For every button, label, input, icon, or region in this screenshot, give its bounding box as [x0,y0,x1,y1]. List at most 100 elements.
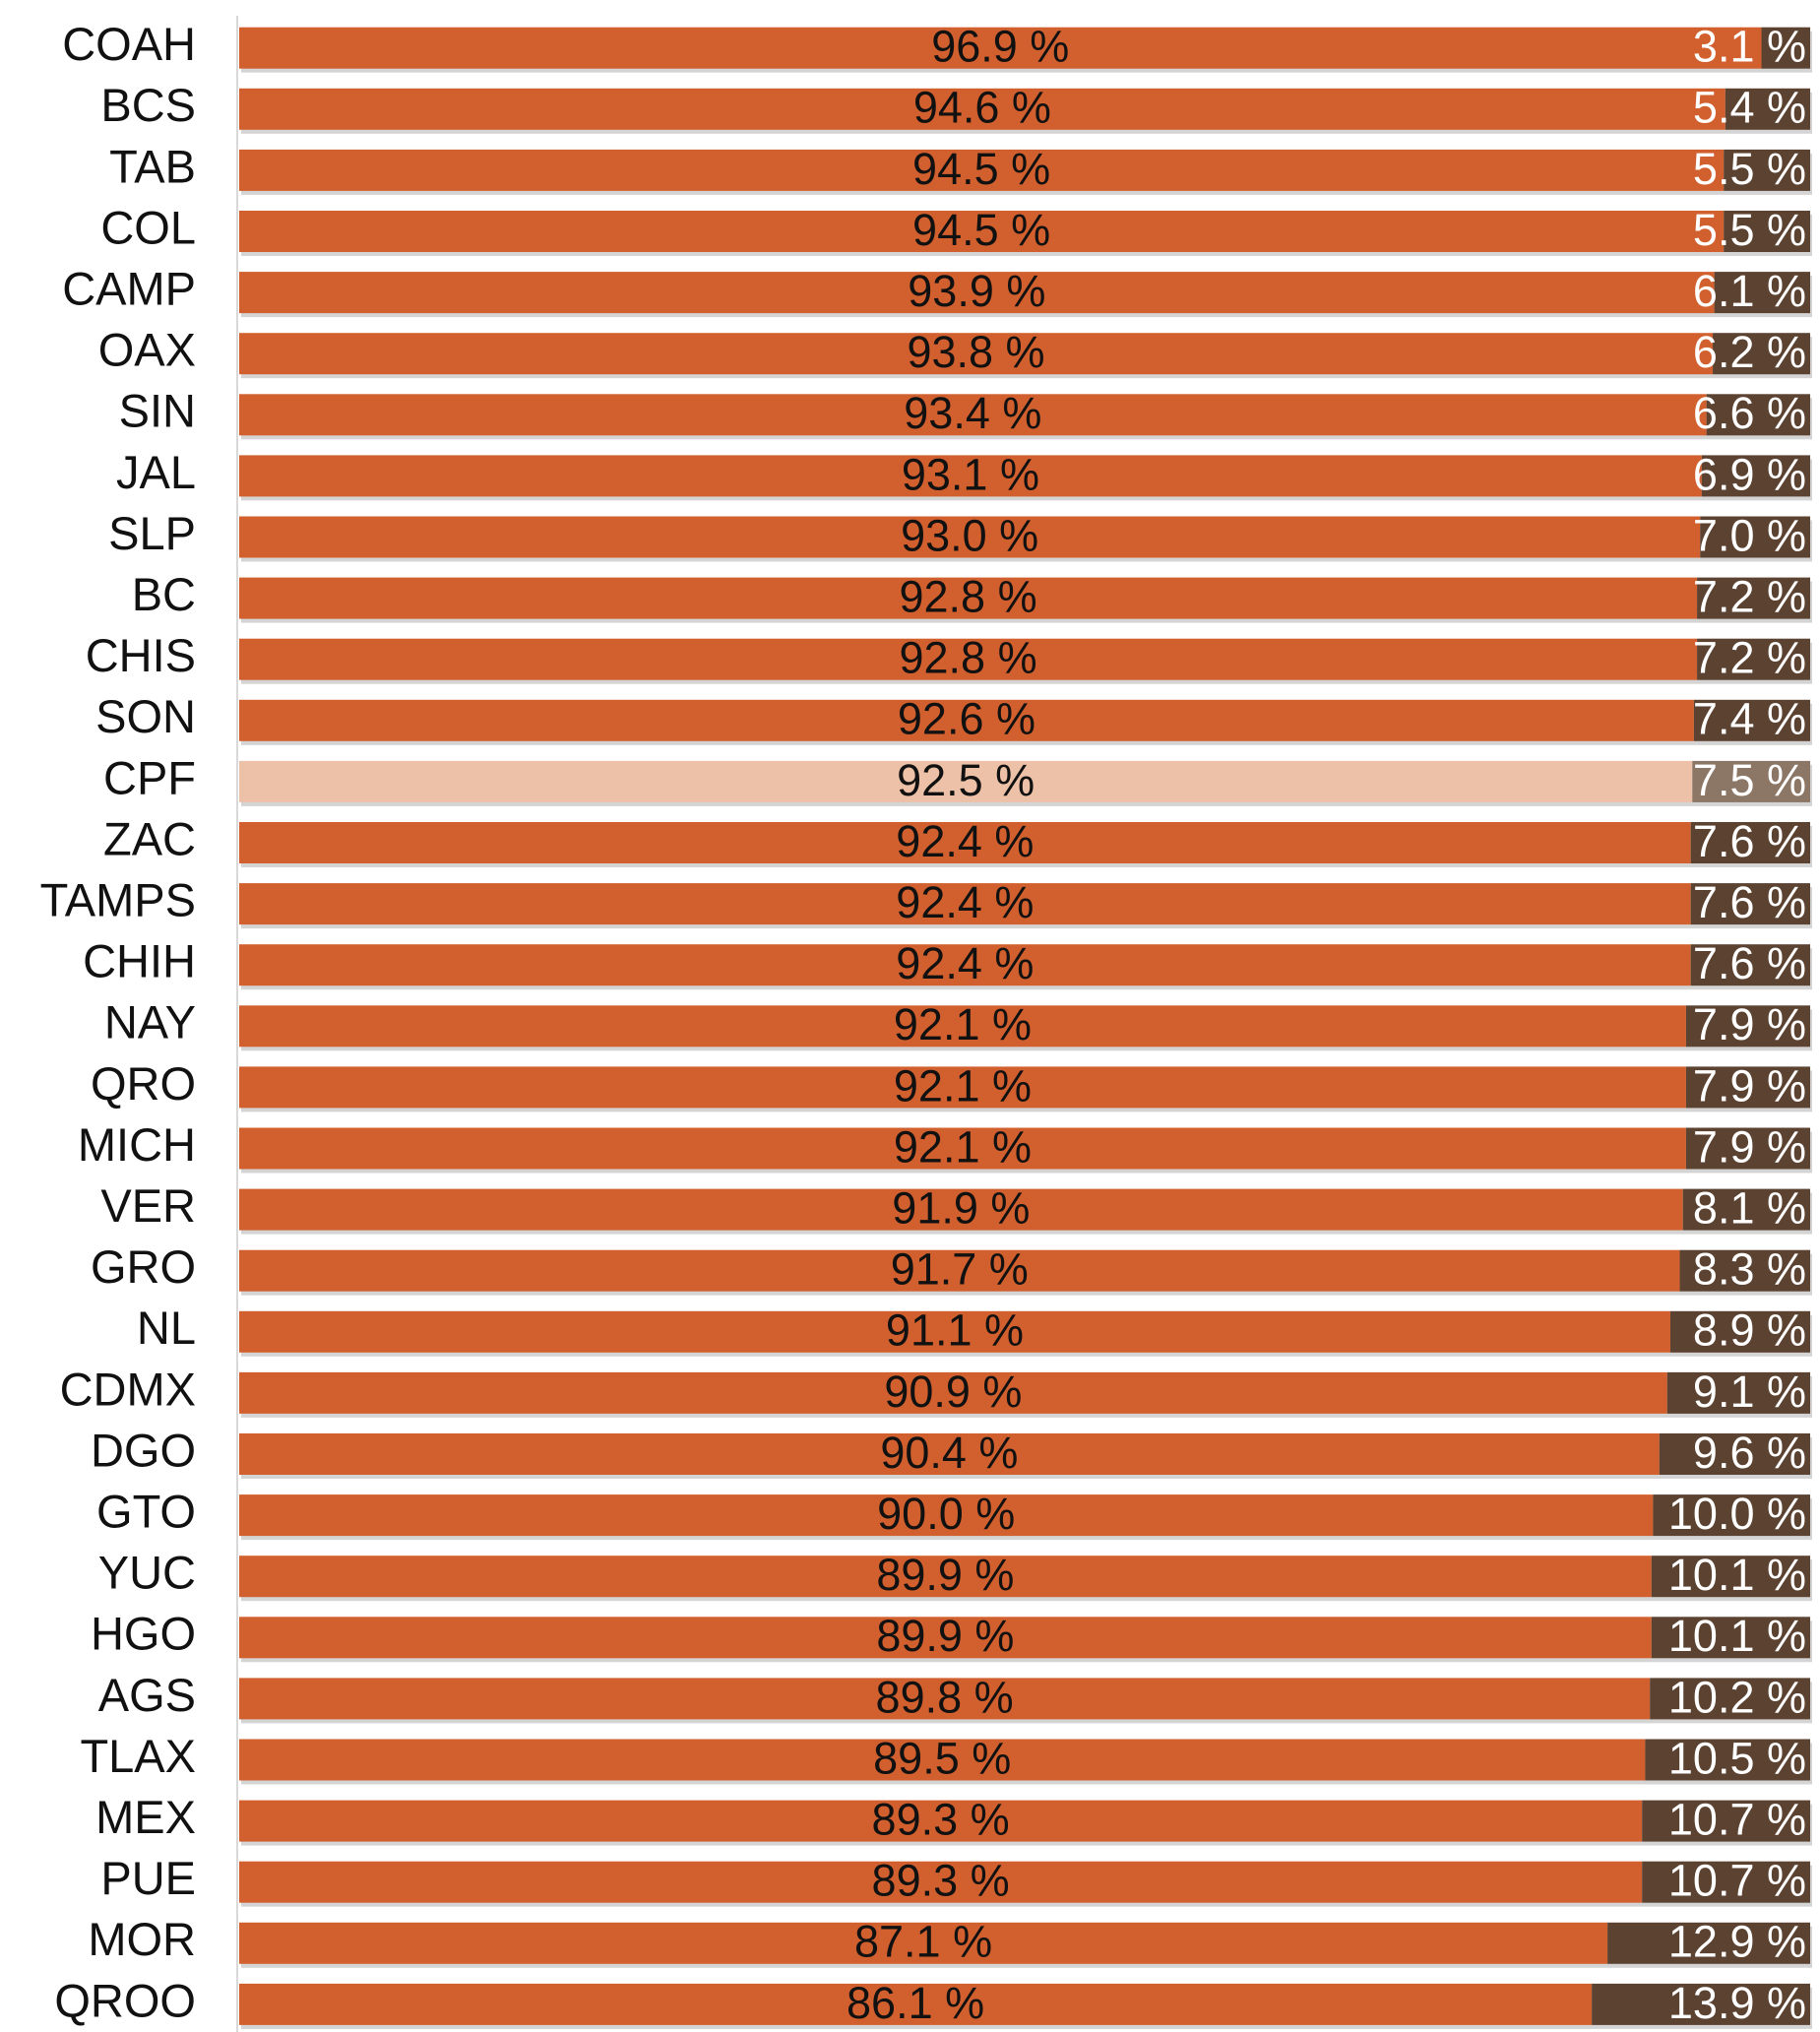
category-label: SLP [108,507,196,559]
bar-segment [239,699,1694,741]
value-label: 8.3 % [1693,1244,1806,1295]
bar-segment [1642,1800,1810,1842]
value-label: 8.9 % [1693,1305,1806,1356]
value-label: 92.8 % [899,633,1036,683]
bar-segment [239,638,1698,680]
value-label: 90.0 % [877,1489,1015,1539]
value-label: 92.1 % [894,1060,1032,1111]
category-label: SIN [119,385,196,437]
bar-segment [1645,1739,1810,1781]
category-label: JAL [116,446,196,498]
category-label: CPF [103,751,196,803]
value-label: 94.5 % [912,205,1050,255]
bar-segment [1592,1983,1810,2025]
category-label: QRO [91,1057,196,1110]
category-label: CHIS [86,629,196,681]
value-label: 92.1 % [894,999,1032,1049]
bar-segment [1642,1861,1810,1903]
value-label: 12.9 % [1668,1917,1806,1967]
bar-segment [1713,333,1810,375]
value-label: 87.1 % [854,1917,992,1967]
bar-segment [239,1739,1646,1781]
value-label: 3.1 % [1693,22,1806,72]
value-label: 92.8 % [899,571,1036,621]
bar-segment [239,1983,1593,2025]
bar-segment [1724,211,1810,252]
bar-segment [1653,1494,1810,1537]
category-label: TAB [109,140,196,192]
category-label: COAH [62,18,196,70]
bar-segment [1725,88,1810,130]
value-label: 96.9 % [931,22,1069,72]
bar-segment [239,883,1691,925]
category-label: MEX [95,1791,196,1843]
category-label: MOR [88,1913,196,1965]
value-label: 94.6 % [913,83,1051,133]
bar-segment [1690,883,1810,925]
category-label: TAMPS [40,874,196,926]
value-label: 5.5 % [1693,205,1806,255]
category-label: VER [100,1179,196,1232]
bar-segment [239,1127,1686,1170]
bar-segment [1682,1188,1810,1231]
value-label: 89.8 % [876,1672,1014,1722]
value-label: 7.6 % [1693,877,1806,927]
bar-segment [1650,1678,1810,1720]
value-label: 93.9 % [908,266,1045,316]
category-label: NL [137,1302,196,1354]
category-label: PUE [100,1852,196,1904]
bar-segment [1690,822,1810,863]
bar-segment [239,1556,1652,1598]
bar-segment [239,1005,1686,1048]
value-label: 86.1 % [847,1978,984,2028]
value-label: 93.0 % [901,510,1038,560]
bar-segment [239,1371,1667,1414]
value-label: 92.4 % [896,938,1034,988]
bar-segment [239,27,1762,69]
bar-segment [1659,1433,1810,1475]
value-label: 90.4 % [880,1428,1018,1478]
value-label: 10.0 % [1668,1489,1806,1539]
bar-segment [1690,944,1810,986]
bar-segment [239,1800,1643,1842]
category-label: GRO [91,1240,196,1293]
value-label: 10.7 % [1668,1856,1806,1906]
category-label: BCS [100,79,196,131]
bar-segment [239,1066,1686,1109]
bar-segment [239,944,1691,986]
category-label: COL [100,201,196,253]
bar-segment [239,394,1707,436]
bar-segment [1651,1556,1810,1598]
bar-segment [239,211,1725,252]
bar-segment [239,88,1726,130]
bar-segment [239,1494,1654,1537]
value-label: 92.4 % [896,877,1034,927]
bar-segment [1669,1310,1810,1353]
bar-segment [239,760,1693,802]
bar-segment [1761,27,1810,69]
bar-segment [239,1617,1652,1659]
value-label: 7.0 % [1693,510,1806,560]
bar-segment [1607,1922,1810,1964]
bar-segment [1714,272,1810,314]
value-label: 7.9 % [1693,1121,1806,1172]
category-label: CHIH [83,935,196,987]
value-label: 10.7 % [1668,1794,1806,1844]
value-label: 6.6 % [1693,388,1806,438]
category-label: OAX [98,324,196,376]
bar-segment [239,1922,1608,1964]
value-label: 7.9 % [1693,1060,1806,1111]
value-label: 8.1 % [1693,1182,1806,1233]
category-label: NAY [104,996,196,1048]
bar-segment [239,149,1725,191]
bar-segment [1693,699,1810,741]
category-label: SON [95,690,196,742]
value-label: 92.1 % [894,1121,1032,1172]
value-label: 6.9 % [1693,449,1806,499]
bar-segment [1685,1127,1810,1170]
bar-segment [239,822,1691,863]
value-label: 7.9 % [1693,999,1806,1049]
bar-segment [1701,455,1810,497]
